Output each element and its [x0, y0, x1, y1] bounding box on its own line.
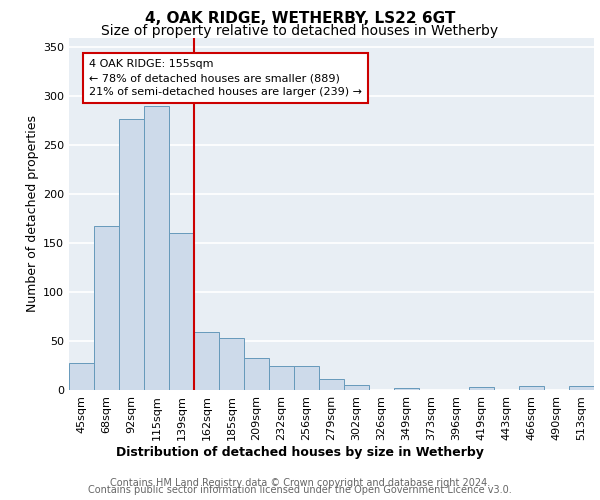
Bar: [219, 338, 244, 390]
Text: Contains HM Land Registry data © Crown copyright and database right 2024.: Contains HM Land Registry data © Crown c…: [110, 478, 490, 488]
Text: Size of property relative to detached houses in Wetherby: Size of property relative to detached ho…: [101, 24, 499, 38]
Bar: [94, 226, 119, 390]
Text: 4 OAK RIDGE: 155sqm
← 78% of detached houses are smaller (889)
21% of semi-detac: 4 OAK RIDGE: 155sqm ← 78% of detached ho…: [89, 59, 362, 97]
Bar: [269, 366, 294, 390]
Bar: [569, 386, 594, 390]
Bar: [469, 387, 494, 390]
Bar: [319, 379, 344, 390]
Y-axis label: Number of detached properties: Number of detached properties: [26, 116, 39, 312]
Bar: [344, 385, 369, 390]
Bar: [519, 386, 544, 390]
Bar: [144, 106, 169, 390]
Bar: [244, 358, 269, 390]
Text: Contains public sector information licensed under the Open Government Licence v3: Contains public sector information licen…: [88, 485, 512, 495]
Text: Distribution of detached houses by size in Wetherby: Distribution of detached houses by size …: [116, 446, 484, 459]
Bar: [119, 119, 144, 390]
Text: 4, OAK RIDGE, WETHERBY, LS22 6GT: 4, OAK RIDGE, WETHERBY, LS22 6GT: [145, 11, 455, 26]
Bar: [294, 366, 319, 390]
Bar: [69, 362, 94, 390]
Bar: [194, 332, 219, 390]
Bar: [169, 234, 194, 390]
Bar: [394, 388, 419, 390]
